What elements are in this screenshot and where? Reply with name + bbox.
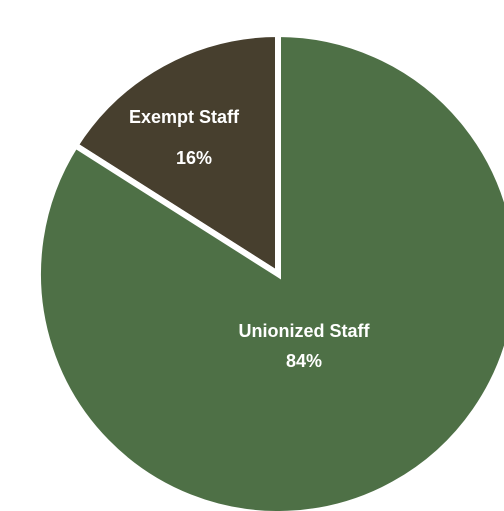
slice-label-exempt-staff-name: Exempt Staff (129, 107, 240, 127)
slice-label-unionized-staff-name: Unionized Staff (239, 321, 371, 341)
pie-slice-exempt-staff (71, 30, 281, 280)
pie-slices (35, 30, 504, 511)
slice-label-exempt-staff-value: 16% (176, 148, 212, 168)
slice-label-unionized-staff-value: 84% (286, 351, 322, 371)
pie-slice-unionized-staff (35, 30, 504, 511)
pie-labels: Exempt Staff 16% Unionized Staff 84% (129, 107, 371, 371)
